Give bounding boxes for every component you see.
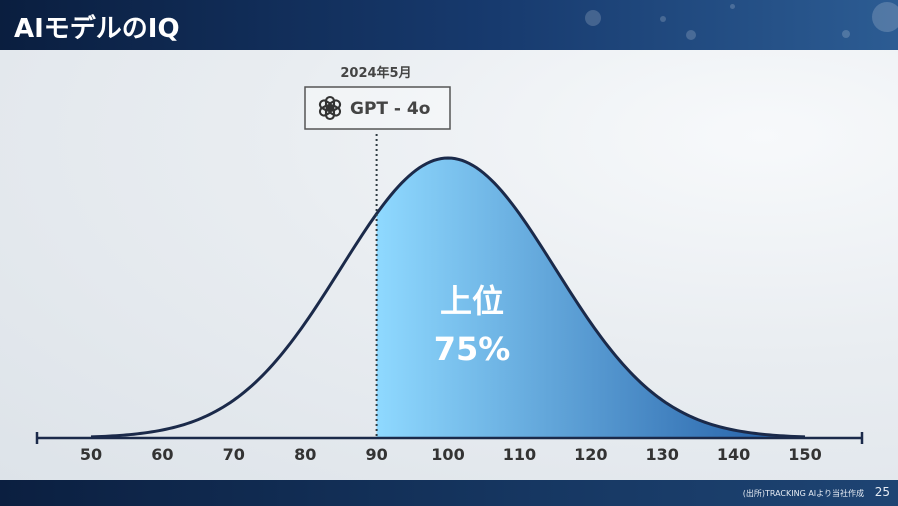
decorative-bubble: [842, 30, 850, 38]
x-tick-label: 150: [788, 445, 821, 464]
decorative-bubble: [686, 30, 696, 40]
annotation-line2: 75%: [434, 330, 511, 368]
source-note: (出所)TRACKING AIより当社作成: [742, 489, 864, 498]
decorative-bubble: [730, 4, 735, 9]
decorative-bubble: [872, 2, 898, 32]
footer-bar: (出所)TRACKING AIより当社作成 25: [0, 480, 898, 506]
x-tick-label: 70: [223, 445, 245, 464]
x-tick-label: 60: [151, 445, 173, 464]
decorative-bubble: [585, 10, 601, 26]
annotation-line1: 上位: [440, 282, 504, 320]
marker-date-label: 2024年5月: [340, 65, 411, 81]
x-tick-label: 130: [645, 445, 678, 464]
x-tick-label: 90: [365, 445, 387, 464]
x-tick-label: 120: [574, 445, 607, 464]
marker-model-label: GPT - 4o: [350, 99, 430, 119]
page-title: AIモデルのIQ: [14, 14, 180, 44]
header-bar: AIモデルのIQ: [0, 0, 898, 50]
shaded-area: [376, 158, 805, 438]
openai-logo-icon: [318, 95, 342, 121]
x-tick-label: 50: [80, 445, 102, 464]
decorative-bubble: [660, 16, 666, 22]
x-tick-label: 110: [503, 445, 536, 464]
x-tick-label: 100: [431, 445, 464, 464]
page-number: 25: [874, 485, 890, 499]
x-tick-label: 80: [294, 445, 316, 464]
normal-distribution-chart: 50 60 70 80 90 100 110 120 130 140 150 2024年5月 GPT…: [35, 65, 864, 464]
distribution-curve: [90, 156, 806, 439]
x-tick-label: 140: [717, 445, 750, 464]
chart-panel: 50 60 70 80 90 100 110 120 130 140 150 2024年5月 GPT…: [0, 50, 898, 480]
